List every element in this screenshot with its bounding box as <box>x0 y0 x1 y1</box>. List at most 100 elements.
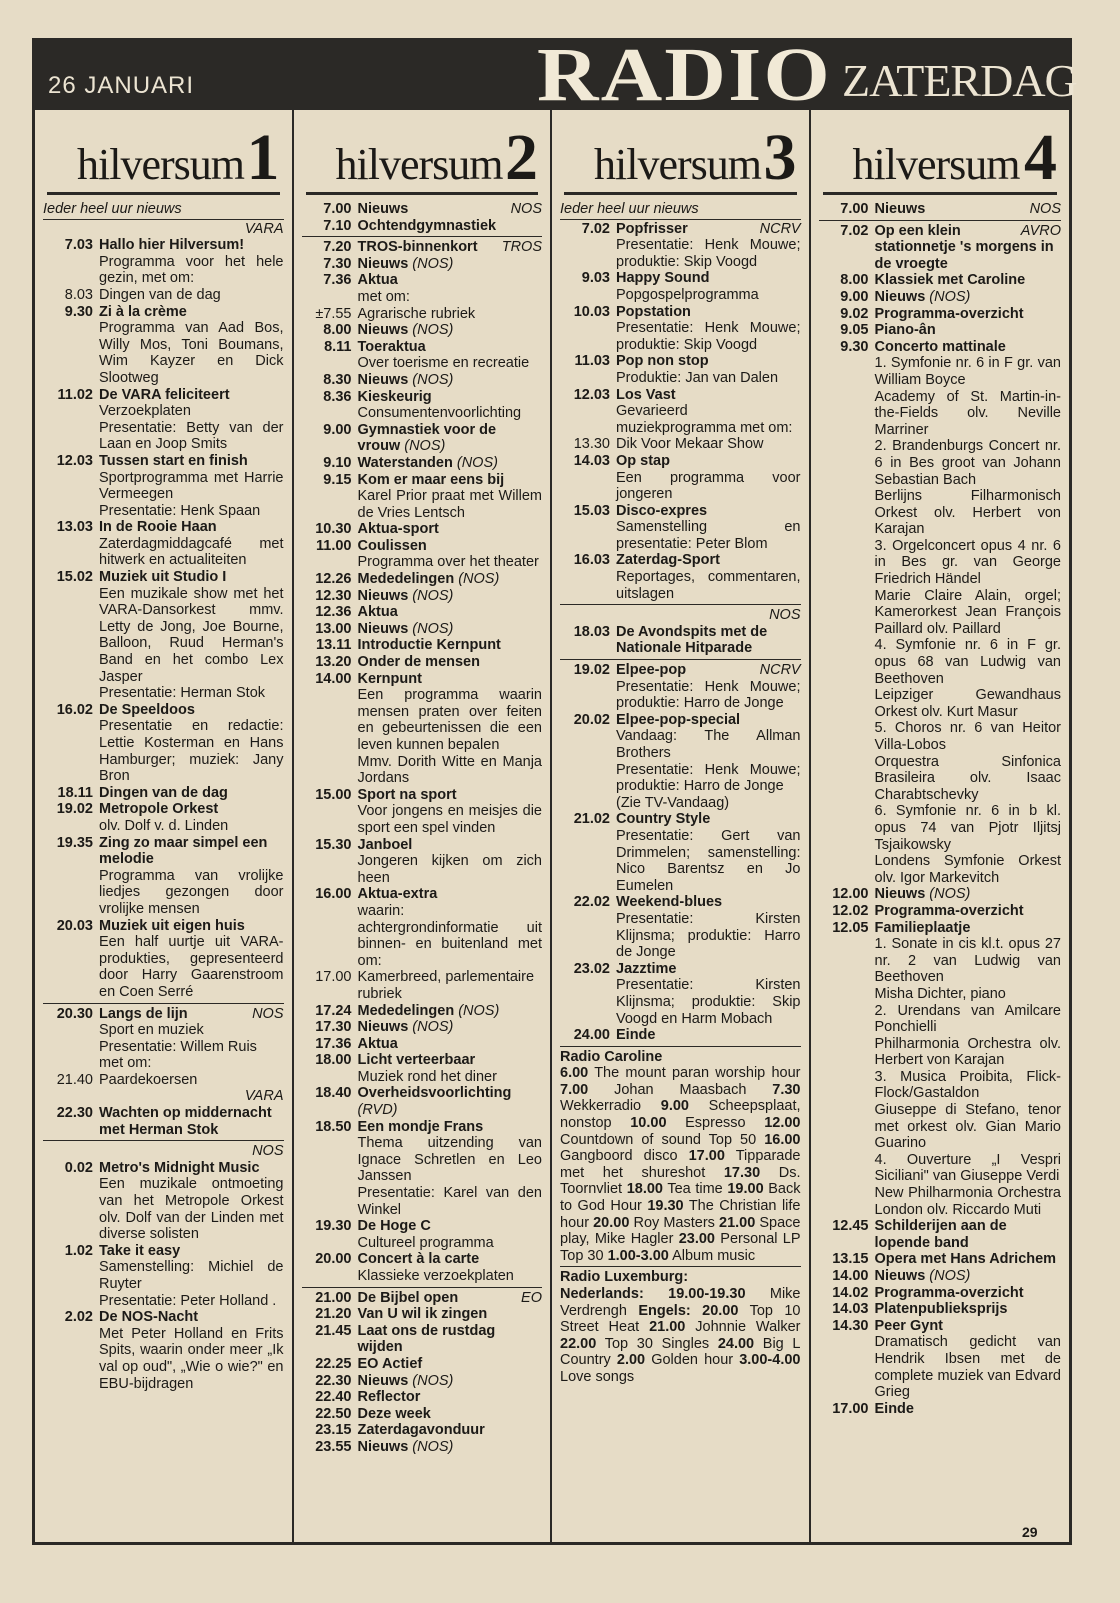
broadcaster-label: VARA <box>244 220 284 237</box>
program-entry: 7.00 NOS Nieuws <box>302 201 542 218</box>
program-title-line: Muziek uit eigen huis <box>99 918 284 935</box>
station-header: hilversum 2 <box>305 110 538 195</box>
program-body: Laat ons de rustdag wijden <box>358 1323 543 1356</box>
program-title-line: De Speeldoos <box>99 702 284 719</box>
program-body: Kamerbreed, parlementaire rubriek <box>358 969 543 1002</box>
program-body: AVRO Op een klein stationnetje 's morgens… <box>875 223 1062 273</box>
program-time: 7.00 <box>323 201 352 217</box>
schedule-program: The Christian life hour <box>560 1198 801 1231</box>
program-title: Muziek uit Studio I <box>99 569 227 586</box>
program-entry: 14.00 Kernpunt Een programma waarin mensen… <box>302 670 542 787</box>
program-entry: 7.00 NOS Nieuws <box>819 201 1061 218</box>
program-title-line: Aktua-extra <box>358 886 543 903</box>
program-description: Muziek rond het diner <box>357 1068 497 1085</box>
program-note: (NOS) <box>458 571 500 588</box>
program-body: Programma-overzicht <box>875 903 1062 920</box>
program-title-line: Los Vast <box>616 387 801 404</box>
program-entry: 12.00 Nieuws (NOS) <box>819 886 1062 903</box>
program-description: Presentatie: Henk Mouwe; produktie: Harr… <box>616 761 801 795</box>
station-name: hilversum <box>335 140 504 189</box>
program-title-line: EO Actief <box>358 1356 543 1373</box>
program-body: Muziek uit Studio I Een muzikale show met… <box>99 569 284 702</box>
program-entry: 17.30 Nieuws (NOS) <box>302 1019 543 1036</box>
program-description: Met Peter Holland en Frits Spits, waarin… <box>99 1325 284 1392</box>
station-schedule: Radio Luxemburg: Nederlands: 19.00-19.30 … <box>560 1269 801 1385</box>
program-title-line: Pop non stop <box>616 353 801 370</box>
schedule-time: 9.00 <box>660 1098 689 1115</box>
program-time: 10.30 <box>315 521 352 538</box>
program-body: Weekend-blues Presentatie: Kirsten Klijns… <box>616 894 801 960</box>
program-entry: 17.24 Mededelingen (NOS) <box>302 1003 543 1020</box>
program-time: 20.03 <box>56 917 93 934</box>
program-time: 11.00 <box>316 537 352 554</box>
program-body: Take it easy Samenstelling: Michiel de Ru… <box>99 1243 284 1309</box>
program-entry: 12.45 Schilderijen aan de lopende band <box>819 1218 1062 1251</box>
program-time: 24.00 <box>573 1027 610 1044</box>
program-entry: 8.30 Nieuws (NOS) <box>302 372 543 389</box>
program-title-line: Tussen start en finish <box>99 453 284 470</box>
program-time: 22.50 <box>315 1405 352 1422</box>
program-time: 17.00 <box>315 969 352 986</box>
program-time: 12.02 <box>832 902 869 919</box>
program-title-line: Gymnastiek voor de vrouw (NOS) <box>358 422 543 455</box>
program-body: Onder de mensen <box>358 654 543 671</box>
program-title-line: Disco-expres <box>616 503 801 520</box>
program-title: Einde <box>874 1400 914 1417</box>
program-title-line: Zaterdagavonduur <box>358 1422 543 1439</box>
broadcaster-tag: NCRV <box>759 662 801 679</box>
program-body: Nieuws (NOS) <box>358 322 543 339</box>
program-description: Presentatie en redactie: Lettie Kosterma… <box>99 718 284 785</box>
program-body: Peer Gynt Dramatisch gedicht van Hendrik … <box>875 1318 1062 1401</box>
program-title: Aktua <box>357 272 398 289</box>
program-time: 12.45 <box>832 1218 869 1235</box>
program-title-line: Zi à la crème <box>99 304 284 321</box>
schedule-program: Gangboord disco <box>560 1148 689 1165</box>
program-body: Aktua <box>358 1036 543 1053</box>
program-entry: 18.00 Licht verteerbaar Muziek rond het di… <box>302 1052 543 1085</box>
program-title-line: De VARA feliciteert <box>99 387 284 404</box>
program-time: 8.11 <box>324 338 352 355</box>
program-time: 8.03 <box>64 286 93 303</box>
program-description: Berlijns Filharmonisch Orkest olv. Herbe… <box>874 488 1062 538</box>
program-description: New Philharmonia Orchestra London olv. R… <box>874 1185 1062 1218</box>
program-entry: 21.20 Van U wil ik zingen <box>302 1306 543 1323</box>
program-title: Popfrisser <box>616 220 688 237</box>
program-body: Country Style Presentatie: Gert van Drimm… <box>616 811 801 894</box>
program-description: Academy of St. Martin-in-the-Fields olv.… <box>874 388 1062 438</box>
program-body: Muziek uit eigen huis Een half uurtje uit… <box>99 918 284 1001</box>
program-time: 16.00 <box>315 886 352 903</box>
program-title: Nieuws <box>357 1438 409 1455</box>
program-title-line: NOS Langs de lijn <box>99 1006 284 1023</box>
program-title-line: Reflector <box>358 1389 543 1406</box>
program-title-line: De NOS-Nacht <box>99 1309 284 1326</box>
program-title-line: Programma-overzicht <box>875 1285 1062 1302</box>
program-title-line: Een mondje Frans <box>358 1119 543 1136</box>
program-title: Jazztime <box>616 960 677 977</box>
program-title: Laat ons de rustdag wijden <box>357 1322 496 1356</box>
program-title: Kernpunt <box>357 670 422 687</box>
program-title: Overheidsvoorlichting <box>357 1085 512 1102</box>
program-title: Familieplaatje <box>874 919 971 936</box>
program-entry: 12.03 Tussen start en finish Sportprogramm… <box>43 453 284 519</box>
program-body: Wachten op middernacht met Herman Stok <box>99 1105 284 1138</box>
program-title-line: Laat ons de rustdag wijden <box>358 1323 543 1356</box>
program-entry: ±7.55 Agrarische rubriek <box>302 306 543 323</box>
program-entry: 21.40 Paardekoersen <box>43 1072 284 1089</box>
program-entry: 13.15 Opera met Hans Adrichem <box>819 1251 1062 1268</box>
program-entry: 17.00 Kamerbreed, parlementaire rubriek <box>302 969 543 1002</box>
program-title-line: Nieuws (NOS) <box>358 372 543 389</box>
program-body: Nieuws (NOS) <box>358 588 543 605</box>
program-entry: 15.30 Janboel Jongeren kijken om zich heen <box>302 837 542 887</box>
program-title: In de Rooie Haan <box>99 519 217 536</box>
program-description: Leipziger Gewandhaus Orkest olv. Kurt Ma… <box>874 687 1062 720</box>
station-name: hilversum <box>594 140 762 189</box>
program-description: Philharmonia Orchestra olv. Herbert von … <box>874 1035 1062 1069</box>
program-time: 17.00 <box>832 1400 869 1417</box>
program-time: 20.30 <box>56 1005 93 1022</box>
program-body: NCRV Popfrisser Presentatie: Henk Mouwe; p… <box>616 221 801 271</box>
program-time: 9.00 <box>840 288 869 305</box>
program-title-line: Platenpublieksprijs <box>875 1301 1062 1318</box>
program-time: 14.03 <box>832 1301 869 1318</box>
program-title-line: Deze week <box>358 1406 543 1423</box>
program-description: Klassieke verzoekplaten <box>357 1268 514 1284</box>
